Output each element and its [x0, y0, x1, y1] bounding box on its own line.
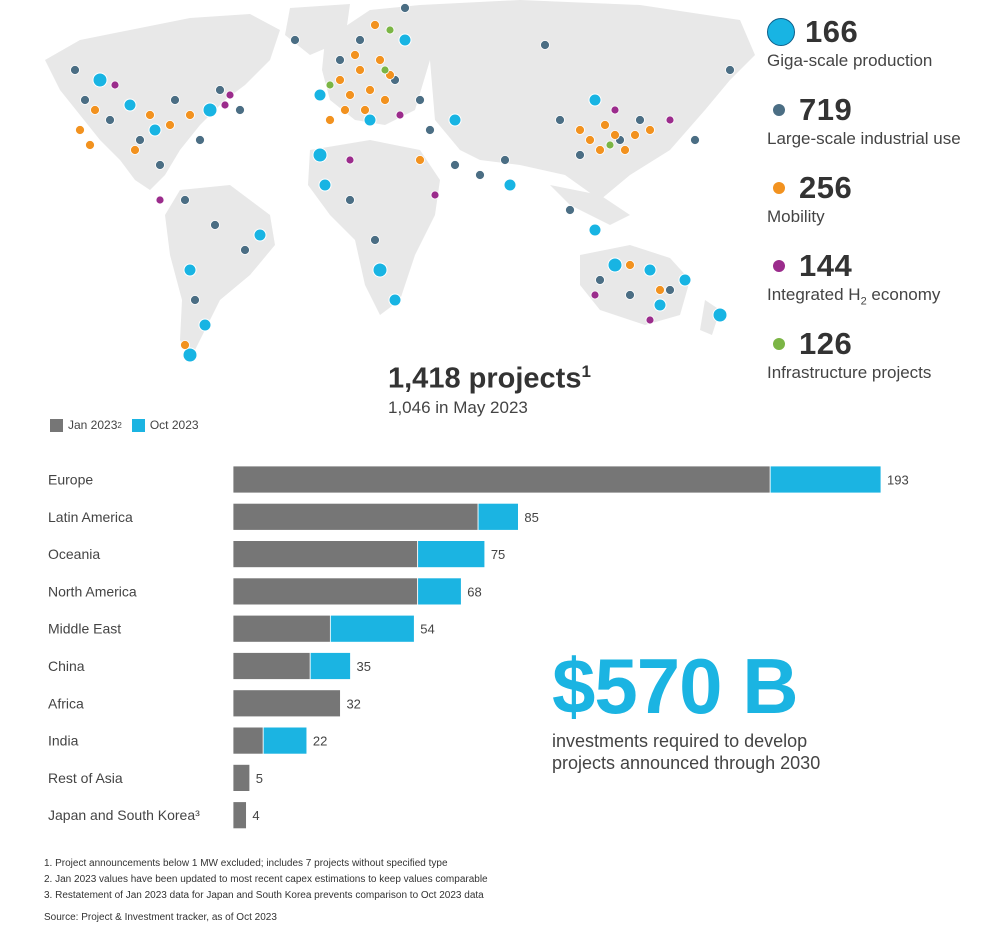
stat-value: 256 — [799, 170, 853, 205]
bar-total-label: 68 — [467, 584, 481, 599]
bar-total-label: 4 — [252, 808, 259, 823]
large-dot-icon — [773, 104, 785, 116]
legend-jan-swatch — [50, 418, 63, 432]
stat-large-scale: 719 Large-scale industrial use — [767, 92, 997, 170]
category-label: Africa — [48, 695, 84, 711]
chart-legend: Jan 2023 2 Oct 2023 — [50, 418, 209, 432]
new-zealand-landmass — [700, 300, 720, 335]
category-label: Rest of Asia — [48, 770, 123, 786]
stat-value: 126 — [799, 326, 853, 361]
bar-total-label: 54 — [420, 622, 434, 637]
stat-value: 166 — [805, 14, 859, 49]
investment-callout: $570 B investments required to develop p… — [552, 642, 842, 774]
source-note: Source: Project & Investment tracker, as… — [44, 912, 277, 923]
project-totals: 1,418 projects1 1,046 in May 2023 — [388, 362, 591, 418]
south-america-landmass — [165, 185, 275, 360]
integrated-dot-icon — [773, 260, 785, 272]
stat-value: 144 — [799, 248, 853, 283]
total-projects: 1,418 projects1 — [388, 362, 591, 395]
southeast-asia-landmass — [550, 185, 630, 225]
bar-total-label: 22 — [313, 734, 327, 749]
australia-landmass — [580, 245, 690, 325]
legend-oct: Oct 2023 — [131, 418, 199, 432]
bar-jan-2023 — [232, 465, 771, 494]
category-label: Japan and South Korea³ — [48, 807, 200, 823]
bar-oct-2023 — [477, 502, 519, 531]
category-label: Middle East — [48, 621, 121, 637]
bar-oct-2023 — [309, 652, 351, 680]
bar-total-label: 35 — [357, 659, 371, 674]
stat-label: Mobility — [767, 207, 825, 226]
footnote-1: 1. Project announcements below 1 MW excl… — [44, 858, 448, 869]
legend-oct-label: Oct 2023 — [149, 418, 199, 432]
stat-integrated: 144 Integrated H2 economy — [767, 248, 997, 326]
integrated-markers — [110, 80, 675, 325]
investment-description: investments required to develop projects… — [552, 731, 821, 773]
legend-jan: Jan 2023 2 — [50, 418, 122, 432]
bar-total-label: 85 — [524, 510, 538, 525]
stat-label: Giga-scale production — [767, 51, 933, 70]
category-label: Latin America — [48, 509, 133, 525]
stat-mobility: 256 Mobility — [767, 170, 997, 248]
africa-landmass — [308, 140, 440, 315]
infrastructure-dot-icon — [773, 338, 785, 350]
category-label: Europe — [48, 472, 93, 488]
legend-oct-swatch — [131, 418, 145, 432]
stat-giga: 166 Giga-scale production — [767, 14, 997, 92]
previous-total: 1,046 in May 2023 — [388, 397, 528, 417]
bar-jan-2023 — [232, 801, 247, 830]
bar-oct-2023 — [417, 540, 486, 568]
stat-label: Integrated H2 economy — [767, 285, 941, 308]
mobility-markers — [75, 20, 665, 350]
bar-total-label: 5 — [256, 771, 263, 786]
giga-markers — [92, 33, 728, 363]
bar-oct-2023 — [417, 577, 462, 606]
mobility-dot-icon — [773, 182, 785, 194]
bar-oct-2023 — [769, 465, 882, 494]
large-scale-markers — [70, 3, 735, 305]
bar-jan-2023 — [232, 577, 419, 606]
bar-oct-2023 — [262, 726, 308, 755]
stat-value: 719 — [799, 92, 853, 127]
infrastructure-markers — [325, 25, 615, 150]
bar-jan-2023 — [232, 689, 341, 718]
investment-amount: $570 B — [552, 642, 799, 730]
category-label: Oceania — [48, 546, 100, 562]
category-label: India — [48, 733, 79, 749]
footnotes: 1. Project announcements below 1 MW excl… — [44, 856, 488, 926]
asia-landmass — [420, 0, 755, 200]
giga-dot-icon — [767, 18, 795, 46]
bar-jan-2023 — [232, 726, 264, 755]
bar-total-label: 193 — [887, 473, 909, 488]
bar-jan-2023 — [232, 614, 331, 643]
stat-label: Large-scale industrial use — [767, 129, 961, 148]
bar-jan-2023 — [232, 764, 251, 792]
bar-jan-2023 — [232, 502, 479, 531]
footnote-2: 2. Jan 2023 values have been updated to … — [44, 874, 488, 885]
project-type-stats: 166 Giga-scale production 719 Large-scal… — [767, 14, 997, 404]
category-label: China — [48, 658, 85, 674]
stat-label: Infrastructure projects — [767, 363, 932, 382]
world-project-map — [45, 0, 755, 363]
north-america-landmass — [45, 14, 280, 190]
footnote-3: 3. Restatement of Jan 2023 data for Japa… — [44, 890, 484, 901]
legend-jan-label: Jan 2023 — [68, 418, 118, 432]
bar-total-label: 32 — [346, 696, 360, 711]
bar-jan-2023 — [232, 652, 311, 680]
bar-total-label: 75 — [491, 547, 505, 562]
continents — [45, 0, 755, 360]
bar-oct-2023 — [329, 614, 415, 643]
stat-infrastructure: 126 Infrastructure projects — [767, 326, 997, 404]
bar-jan-2023 — [232, 540, 419, 568]
category-label: North America — [48, 583, 137, 599]
project-markers — [70, 3, 735, 363]
